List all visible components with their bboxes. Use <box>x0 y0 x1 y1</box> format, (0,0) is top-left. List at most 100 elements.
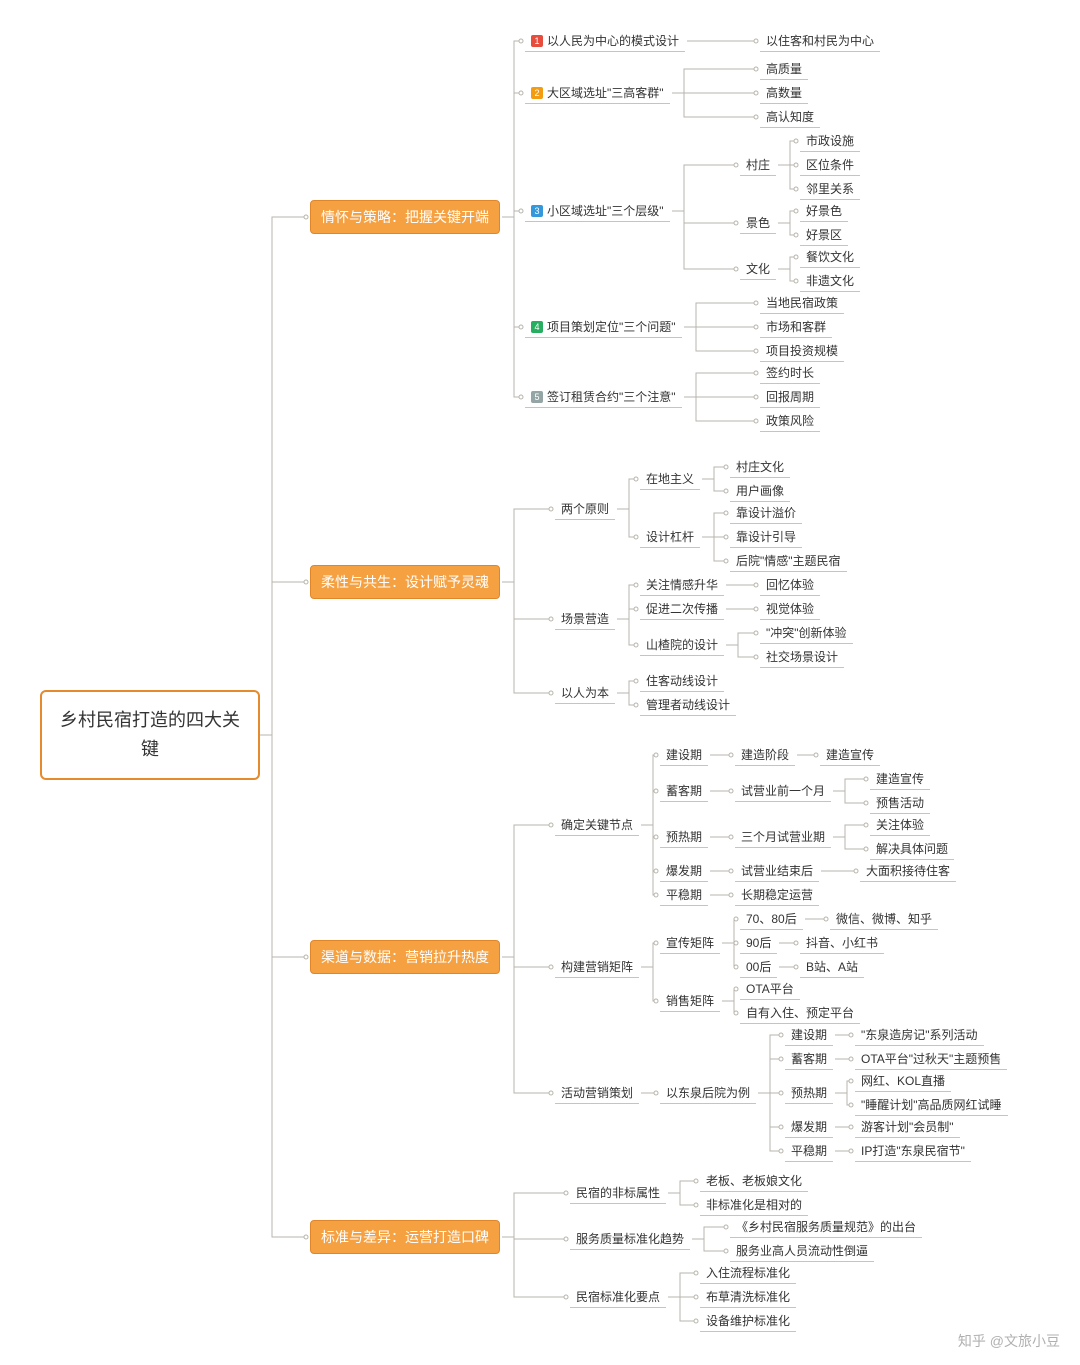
node-m4-1-0: 《乡村民宿服务质量规范》的出台 <box>730 1216 922 1238</box>
node-m1-1-1: 景色 <box>740 212 776 234</box>
node-m3-2-1: 蓄客期 <box>785 1048 833 1070</box>
node-m3-3-0: B站、A站 <box>800 956 864 978</box>
node-m1-0-0: 1以人民为中心的模式设计 <box>525 30 685 52</box>
node-m1-2-0: 好景色 <box>800 200 848 222</box>
node-m1-0-1: 2大区域选址"三高客群" <box>525 82 670 104</box>
node-m2-2-0: "冲突"创新体验 <box>760 622 853 644</box>
node-m2-2-0: 视觉体验 <box>760 598 820 620</box>
node-m3-1-3: 爆发期 <box>660 860 708 882</box>
node-m2-1-2: 山楂院的设计 <box>640 634 724 656</box>
node-m2-2-0: 靠设计溢价 <box>730 502 802 524</box>
node-m2-1-0: 在地主义 <box>640 468 700 490</box>
node-m2-0-1: 场景营造 <box>555 608 615 630</box>
mindmap-canvas: 知乎 @文旅小豆 乡村民宿打造的四大关键情怀与策略：把握关键开端柔性与共生：设计… <box>0 0 1080 1365</box>
node-m2-1-1: 促进二次传播 <box>640 598 724 620</box>
root-node: 乡村民宿打造的四大关键 <box>40 690 260 780</box>
node-m1-1-2: 项目投资规模 <box>760 340 844 362</box>
node-m2-2-1: 用户画像 <box>730 480 790 502</box>
node-m3-0-1: 构建营销矩阵 <box>555 956 639 978</box>
node-m1-0-2: 3小区域选址"三个层级" <box>525 200 670 222</box>
node-m3-3-0: 关注体验 <box>870 814 930 836</box>
node-m3-3-0: "东泉造房记"系列活动 <box>855 1024 984 1046</box>
node-m3-2-0: 试营业结束后 <box>735 860 819 882</box>
node-m3-2-3: 爆发期 <box>785 1116 833 1138</box>
node-m1-1-1: 市场和客群 <box>760 316 832 338</box>
node-m3-3-0: 游客计划"会员制" <box>855 1116 960 1138</box>
node-m3-0-0: 确定关键节点 <box>555 814 639 836</box>
node-m4-1-1: 布草清洗标准化 <box>700 1286 796 1308</box>
node-m1-1-2: 政策风险 <box>760 410 820 432</box>
node-m3-3-0: 抖音、小红书 <box>800 932 884 954</box>
node-m3-3-1: 解决具体问题 <box>870 838 954 860</box>
node-m3-2-0: 建造阶段 <box>735 744 795 766</box>
node-m2-0-0: 两个原则 <box>555 498 615 520</box>
node-m3-3-0: 大面积接待住客 <box>860 860 956 882</box>
node-m2-1-1: 设计杠杆 <box>640 526 700 548</box>
node-m2-1-0: 关注情感升华 <box>640 574 724 596</box>
node-m4-1-0: 入住流程标准化 <box>700 1262 796 1284</box>
node-m3-3-0: 建造宣传 <box>870 768 930 790</box>
node-m3-2-0: 试营业前一个月 <box>735 780 831 802</box>
node-m1-1-0: 以住客和村民为中心 <box>760 30 880 52</box>
node-m3-1-1: 销售矩阵 <box>660 990 720 1012</box>
node-m1-0-3: 4项目策划定位"三个问题" <box>525 316 682 338</box>
node-m2-2-2: 后院"情感"主题民宿 <box>730 550 847 572</box>
node-m1-2-0: 市政设施 <box>800 130 860 152</box>
node-m2-0-2: 以人为本 <box>555 682 615 704</box>
node-m3-3-0: 建造宣传 <box>820 744 880 766</box>
node-m1-1-0: 高质量 <box>760 58 808 80</box>
node-m3-3-1: 预售活动 <box>870 792 930 814</box>
node-m2-1-1: 管理者动线设计 <box>640 694 736 716</box>
node-m3-2-0: 长期稳定运营 <box>735 884 819 906</box>
node-m1-1-2: 文化 <box>740 258 776 280</box>
node-m2-1-0: 住客动线设计 <box>640 670 724 692</box>
node-m1-2-1: 区位条件 <box>800 154 860 176</box>
node-m4-1-0: 老板、老板娘文化 <box>700 1170 808 1192</box>
node-m4-0-0: 民宿的非标属性 <box>570 1182 666 1204</box>
node-m3-1-2: 预热期 <box>660 826 708 848</box>
main-m4: 标准与差异：运营打造口碑 <box>310 1220 500 1254</box>
node-m4-1-1: 非标准化是相对的 <box>700 1194 808 1216</box>
watermark: 知乎 @文旅小豆 <box>958 1331 1060 1351</box>
node-m3-2-0: 70、80后 <box>740 908 803 930</box>
node-m1-2-0: 餐饮文化 <box>800 246 860 268</box>
main-m1: 情怀与策略：把握关键开端 <box>310 200 500 234</box>
node-m4-0-1: 服务质量标准化趋势 <box>570 1228 690 1250</box>
node-m1-2-1: 好景区 <box>800 224 848 246</box>
node-m1-1-0: 村庄 <box>740 154 776 176</box>
node-m3-3-0: 微信、微博、知乎 <box>830 908 938 930</box>
node-m2-2-0: 回忆体验 <box>760 574 820 596</box>
node-m3-2-1: 90后 <box>740 932 777 954</box>
node-m3-2-0: 建设期 <box>785 1024 833 1046</box>
node-m4-0-2: 民宿标准化要点 <box>570 1286 666 1308</box>
node-m4-1-1: 服务业高人员流动性倒逼 <box>730 1240 874 1262</box>
node-m3-2-2: 00后 <box>740 956 777 978</box>
node-m3-1-1: 蓄客期 <box>660 780 708 802</box>
node-m3-3-0: OTA平台"过秋天"主题预售 <box>855 1048 1007 1070</box>
node-m3-3-0: IP打造"东泉民宿节" <box>855 1140 971 1162</box>
node-m1-0-4: 5签订租赁合约"三个注意" <box>525 386 682 408</box>
node-m1-1-1: 高数量 <box>760 82 808 104</box>
node-m2-2-1: 社交场景设计 <box>760 646 844 668</box>
node-m2-2-0: 村庄文化 <box>730 456 790 478</box>
node-m3-1-0: 以东泉后院为例 <box>660 1082 756 1104</box>
node-m4-1-2: 设备维护标准化 <box>700 1310 796 1332</box>
main-m3: 渠道与数据：营销拉升热度 <box>310 940 500 974</box>
node-m1-1-1: 回报周期 <box>760 386 820 408</box>
node-m3-2-1: 自有入住、预定平台 <box>740 1002 860 1024</box>
node-m1-1-0: 签约时长 <box>760 362 820 384</box>
node-m2-2-1: 靠设计引导 <box>730 526 802 548</box>
node-m1-2-2: 邻里关系 <box>800 178 860 200</box>
node-m3-2-2: 预热期 <box>785 1082 833 1104</box>
node-m3-2-0: 三个月试营业期 <box>735 826 831 848</box>
node-m3-1-4: 平稳期 <box>660 884 708 906</box>
node-m1-1-0: 当地民宿政策 <box>760 292 844 314</box>
node-m3-0-2: 活动营销策划 <box>555 1082 639 1104</box>
node-m3-3-1: "睡醒计划"高品质网红试睡 <box>855 1094 1008 1116</box>
node-m3-3-0: 网红、KOL直播 <box>855 1070 951 1092</box>
node-m1-1-2: 高认知度 <box>760 106 820 128</box>
node-m3-2-4: 平稳期 <box>785 1140 833 1162</box>
node-m3-1-0: 建设期 <box>660 744 708 766</box>
node-m1-2-1: 非遗文化 <box>800 270 860 292</box>
node-m3-1-0: 宣传矩阵 <box>660 932 720 954</box>
